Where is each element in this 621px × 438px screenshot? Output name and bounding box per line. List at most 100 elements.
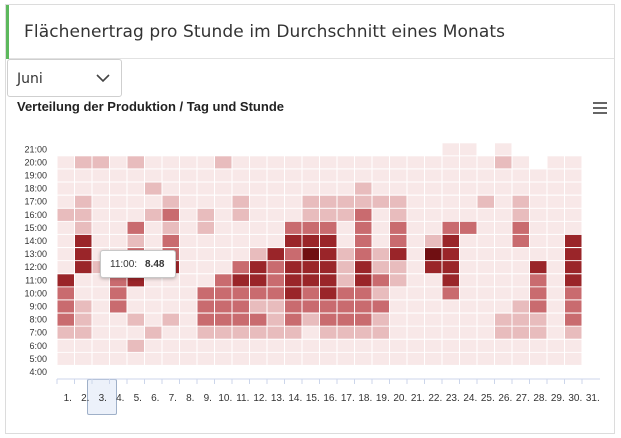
- heatmap-cell[interactable]: [92, 234, 110, 247]
- heatmap-cell[interactable]: [337, 169, 355, 182]
- heatmap-cell[interactable]: [232, 143, 250, 156]
- heatmap-cell[interactable]: [460, 156, 477, 169]
- heatmap-cell[interactable]: [337, 182, 355, 195]
- heatmap-cell[interactable]: [75, 326, 92, 339]
- heatmap-cell[interactable]: [285, 326, 302, 339]
- heatmap-cell[interactable]: [232, 248, 250, 261]
- heatmap-cell[interactable]: [110, 326, 127, 339]
- heatmap-cell[interactable]: [250, 313, 267, 326]
- heatmap-cell[interactable]: [582, 274, 600, 287]
- heatmap-cell[interactable]: [302, 208, 320, 221]
- heatmap-cell[interactable]: [250, 287, 267, 300]
- heatmap-cell[interactable]: [337, 300, 355, 313]
- heatmap-cell[interactable]: [250, 339, 267, 352]
- heatmap-cell[interactable]: [320, 352, 337, 365]
- heatmap-cell[interactable]: [267, 208, 285, 221]
- heatmap-cell[interactable]: [215, 248, 232, 261]
- heatmap-cell[interactable]: [337, 221, 355, 234]
- heatmap-cell[interactable]: [495, 195, 512, 208]
- heatmap-cell[interactable]: [425, 182, 442, 195]
- heatmap-cell[interactable]: [215, 208, 232, 221]
- heatmap-cell[interactable]: [250, 156, 267, 169]
- heatmap-cell[interactable]: [407, 221, 425, 234]
- heatmap-cell[interactable]: [530, 365, 547, 378]
- heatmap-cell[interactable]: [162, 326, 180, 339]
- heatmap-cell[interactable]: [320, 208, 337, 221]
- heatmap-cell[interactable]: [477, 221, 495, 234]
- heatmap-cell[interactable]: [477, 234, 495, 247]
- heatmap-cell[interactable]: [250, 248, 267, 261]
- heatmap-cell[interactable]: [250, 274, 267, 287]
- heatmap-cell[interactable]: [75, 261, 92, 274]
- heatmap-cell[interactable]: [460, 326, 477, 339]
- heatmap-cell[interactable]: [145, 208, 162, 221]
- heatmap-cell[interactable]: [267, 274, 285, 287]
- heatmap-cell[interactable]: [442, 326, 460, 339]
- heatmap-cell[interactable]: [442, 365, 460, 378]
- heatmap-cell[interactable]: [57, 156, 75, 169]
- heatmap-cell[interactable]: [75, 352, 92, 365]
- heatmap-cell[interactable]: [372, 195, 390, 208]
- heatmap-cell[interactable]: [285, 248, 302, 261]
- heatmap-cell[interactable]: [232, 182, 250, 195]
- heatmap-cell[interactable]: [302, 339, 320, 352]
- heatmap-cell[interactable]: [320, 300, 337, 313]
- heatmap-cell[interactable]: [285, 156, 302, 169]
- heatmap-cell[interactable]: [565, 326, 582, 339]
- heatmap-cell[interactable]: [390, 221, 407, 234]
- heatmap-cell[interactable]: [267, 169, 285, 182]
- heatmap-cell[interactable]: [477, 339, 495, 352]
- heatmap-cell[interactable]: [425, 156, 442, 169]
- heatmap-cell[interactable]: [372, 182, 390, 195]
- heatmap-cell[interactable]: [512, 261, 530, 274]
- heatmap-cell[interactable]: [530, 169, 547, 182]
- heatmap-cell[interactable]: [355, 365, 372, 378]
- heatmap-cell[interactable]: [197, 182, 215, 195]
- heatmap-cell[interactable]: [302, 248, 320, 261]
- heatmap-cell[interactable]: [320, 182, 337, 195]
- heatmap-cell[interactable]: [495, 143, 512, 156]
- heatmap-cell[interactable]: [425, 208, 442, 221]
- heatmap-cell[interactable]: [495, 261, 512, 274]
- heatmap-cell[interactable]: [267, 339, 285, 352]
- heatmap-cell[interactable]: [285, 313, 302, 326]
- heatmap-cell[interactable]: [302, 300, 320, 313]
- heatmap-cell[interactable]: [582, 326, 600, 339]
- heatmap-cell[interactable]: [425, 313, 442, 326]
- heatmap-cell[interactable]: [337, 352, 355, 365]
- heatmap-cell[interactable]: [162, 339, 180, 352]
- heatmap-cell[interactable]: [390, 234, 407, 247]
- heatmap-cell[interactable]: [110, 313, 127, 326]
- heatmap-cell[interactable]: [57, 234, 75, 247]
- heatmap-cell[interactable]: [267, 326, 285, 339]
- heatmap-cell[interactable]: [320, 169, 337, 182]
- heatmap-cell[interactable]: [57, 182, 75, 195]
- heatmap-cell[interactable]: [530, 274, 547, 287]
- heatmap-cell[interactable]: [407, 365, 425, 378]
- heatmap-cell[interactable]: [512, 208, 530, 221]
- heatmap-cell[interactable]: [127, 339, 145, 352]
- heatmap-cell[interactable]: [215, 143, 232, 156]
- heatmap-cell[interactable]: [372, 352, 390, 365]
- heatmap-cell[interactable]: [197, 143, 215, 156]
- heatmap-cell[interactable]: [197, 274, 215, 287]
- heatmap-cell[interactable]: [390, 274, 407, 287]
- heatmap-cell[interactable]: [320, 287, 337, 300]
- heatmap-cell[interactable]: [390, 195, 407, 208]
- heatmap-cell[interactable]: [267, 182, 285, 195]
- heatmap-cell[interactable]: [110, 221, 127, 234]
- heatmap-cell[interactable]: [337, 313, 355, 326]
- heatmap-cell[interactable]: [512, 339, 530, 352]
- heatmap-cell[interactable]: [425, 274, 442, 287]
- heatmap-cell[interactable]: [477, 261, 495, 274]
- heatmap-cell[interactable]: [337, 339, 355, 352]
- heatmap-cell[interactable]: [565, 300, 582, 313]
- heatmap-cell[interactable]: [75, 182, 92, 195]
- heatmap-cell[interactable]: [355, 326, 372, 339]
- heatmap-cell[interactable]: [302, 221, 320, 234]
- heatmap-cell[interactable]: [162, 300, 180, 313]
- heatmap-cell[interactable]: [215, 195, 232, 208]
- heatmap-cell[interactable]: [145, 169, 162, 182]
- heatmap-cell[interactable]: [285, 169, 302, 182]
- heatmap-cell[interactable]: [565, 156, 582, 169]
